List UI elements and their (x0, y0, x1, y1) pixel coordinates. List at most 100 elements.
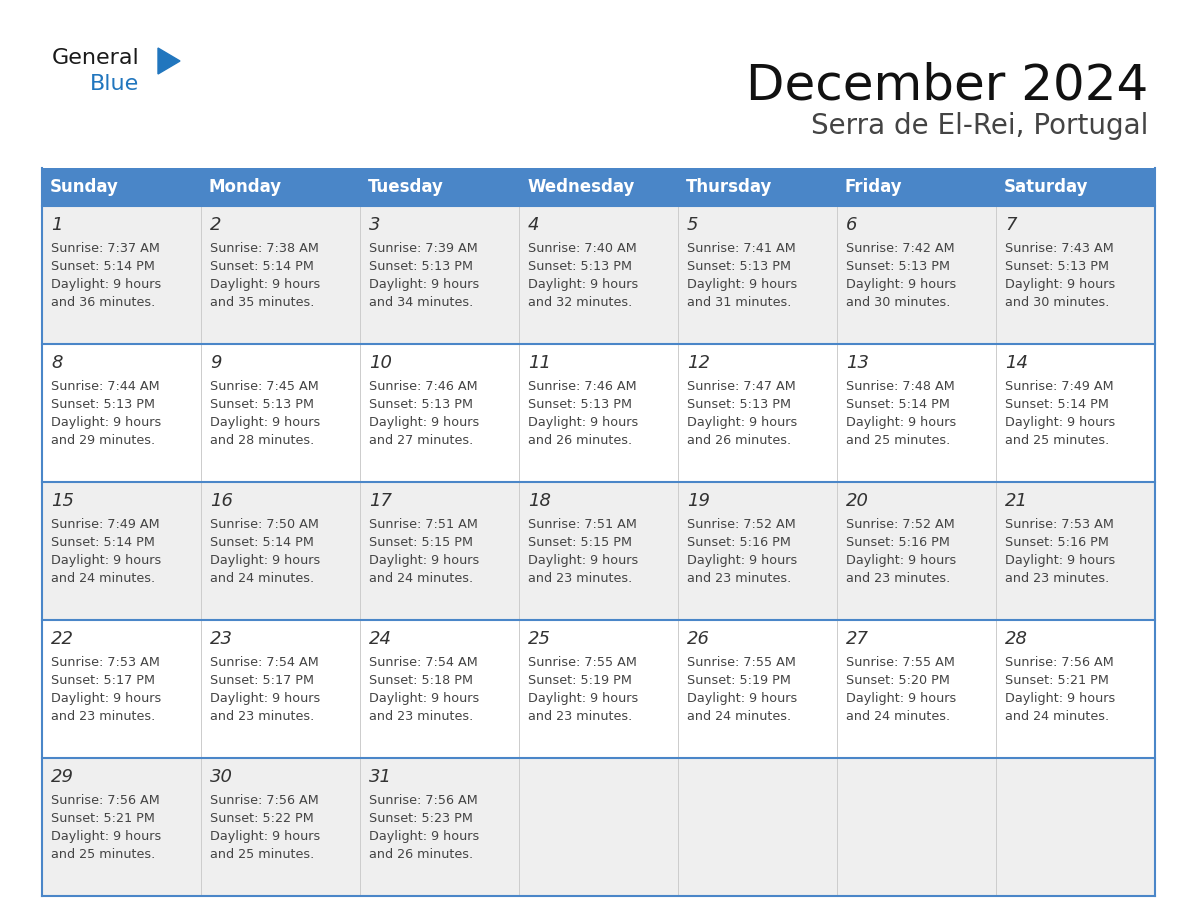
Text: Sunset: 5:17 PM: Sunset: 5:17 PM (210, 674, 314, 687)
Text: and 25 minutes.: and 25 minutes. (51, 848, 156, 861)
Text: 9: 9 (210, 354, 221, 372)
Text: and 26 minutes.: and 26 minutes. (687, 434, 791, 447)
Text: 23: 23 (210, 630, 233, 648)
Text: Sunset: 5:14 PM: Sunset: 5:14 PM (51, 260, 154, 273)
Text: 26: 26 (687, 630, 710, 648)
Text: Sunrise: 7:55 AM: Sunrise: 7:55 AM (527, 656, 637, 669)
Text: Sunset: 5:23 PM: Sunset: 5:23 PM (369, 812, 473, 825)
Text: Daylight: 9 hours: Daylight: 9 hours (846, 278, 956, 291)
Text: 11: 11 (527, 354, 551, 372)
Text: 16: 16 (210, 492, 233, 510)
Text: Sunrise: 7:55 AM: Sunrise: 7:55 AM (846, 656, 955, 669)
Text: Daylight: 9 hours: Daylight: 9 hours (1005, 554, 1116, 567)
Text: Saturday: Saturday (1004, 178, 1088, 196)
Text: Monday: Monday (209, 178, 282, 196)
Text: December 2024: December 2024 (746, 62, 1148, 110)
Text: Daylight: 9 hours: Daylight: 9 hours (51, 554, 162, 567)
Text: and 29 minutes.: and 29 minutes. (51, 434, 156, 447)
Text: and 25 minutes.: and 25 minutes. (210, 848, 315, 861)
Bar (42, 206, 1155, 344)
Text: Daylight: 9 hours: Daylight: 9 hours (51, 692, 162, 705)
Text: and 28 minutes.: and 28 minutes. (210, 434, 315, 447)
Text: 20: 20 (846, 492, 868, 510)
Text: Sunset: 5:14 PM: Sunset: 5:14 PM (51, 536, 154, 549)
Text: Sunrise: 7:46 AM: Sunrise: 7:46 AM (369, 380, 478, 393)
Text: Sunset: 5:15 PM: Sunset: 5:15 PM (369, 536, 473, 549)
Text: and 34 minutes.: and 34 minutes. (369, 296, 473, 309)
Text: Sunset: 5:21 PM: Sunset: 5:21 PM (51, 812, 154, 825)
Text: 10: 10 (369, 354, 392, 372)
Bar (42, 620, 1155, 758)
Text: 13: 13 (846, 354, 868, 372)
Text: Sunrise: 7:49 AM: Sunrise: 7:49 AM (51, 518, 159, 531)
Text: and 31 minutes.: and 31 minutes. (687, 296, 791, 309)
Polygon shape (158, 48, 181, 74)
Text: and 24 minutes.: and 24 minutes. (1005, 710, 1110, 723)
Text: Daylight: 9 hours: Daylight: 9 hours (51, 278, 162, 291)
Text: 27: 27 (846, 630, 868, 648)
Text: Daylight: 9 hours: Daylight: 9 hours (846, 416, 956, 429)
Text: Sunset: 5:16 PM: Sunset: 5:16 PM (687, 536, 791, 549)
Text: Daylight: 9 hours: Daylight: 9 hours (369, 692, 479, 705)
Text: Sunset: 5:18 PM: Sunset: 5:18 PM (369, 674, 473, 687)
Text: Daylight: 9 hours: Daylight: 9 hours (210, 830, 321, 843)
Text: Sunset: 5:13 PM: Sunset: 5:13 PM (369, 260, 473, 273)
Text: Sunrise: 7:38 AM: Sunrise: 7:38 AM (210, 242, 318, 255)
Text: and 23 minutes.: and 23 minutes. (210, 710, 315, 723)
Text: Sunrise: 7:56 AM: Sunrise: 7:56 AM (1005, 656, 1114, 669)
Text: and 26 minutes.: and 26 minutes. (527, 434, 632, 447)
Text: Daylight: 9 hours: Daylight: 9 hours (369, 278, 479, 291)
Text: Sunrise: 7:43 AM: Sunrise: 7:43 AM (1005, 242, 1114, 255)
Text: 21: 21 (1005, 492, 1028, 510)
Text: Sunrise: 7:50 AM: Sunrise: 7:50 AM (210, 518, 318, 531)
Text: Sunset: 5:16 PM: Sunset: 5:16 PM (1005, 536, 1108, 549)
Text: Sunset: 5:13 PM: Sunset: 5:13 PM (210, 398, 314, 411)
Text: Sunrise: 7:40 AM: Sunrise: 7:40 AM (527, 242, 637, 255)
Text: and 25 minutes.: and 25 minutes. (846, 434, 950, 447)
Text: Daylight: 9 hours: Daylight: 9 hours (210, 554, 321, 567)
Text: 25: 25 (527, 630, 551, 648)
Text: Sunset: 5:13 PM: Sunset: 5:13 PM (687, 260, 791, 273)
Text: and 25 minutes.: and 25 minutes. (1005, 434, 1110, 447)
Text: Daylight: 9 hours: Daylight: 9 hours (369, 416, 479, 429)
Text: 22: 22 (51, 630, 74, 648)
Text: Daylight: 9 hours: Daylight: 9 hours (1005, 416, 1116, 429)
Text: and 30 minutes.: and 30 minutes. (846, 296, 950, 309)
Text: and 24 minutes.: and 24 minutes. (210, 572, 314, 585)
Text: 1: 1 (51, 216, 63, 234)
Text: Sunrise: 7:42 AM: Sunrise: 7:42 AM (846, 242, 955, 255)
Text: Sunrise: 7:39 AM: Sunrise: 7:39 AM (369, 242, 478, 255)
Text: 12: 12 (687, 354, 710, 372)
Bar (42, 758, 1155, 896)
Text: 6: 6 (846, 216, 858, 234)
Text: Sunrise: 7:54 AM: Sunrise: 7:54 AM (210, 656, 318, 669)
Text: and 26 minutes.: and 26 minutes. (369, 848, 473, 861)
Text: Sunrise: 7:53 AM: Sunrise: 7:53 AM (1005, 518, 1114, 531)
Text: Sunset: 5:19 PM: Sunset: 5:19 PM (687, 674, 791, 687)
Text: General: General (52, 48, 140, 68)
Text: Sunset: 5:13 PM: Sunset: 5:13 PM (846, 260, 950, 273)
Text: Daylight: 9 hours: Daylight: 9 hours (527, 692, 638, 705)
Text: Daylight: 9 hours: Daylight: 9 hours (527, 416, 638, 429)
Text: Sunset: 5:14 PM: Sunset: 5:14 PM (846, 398, 950, 411)
Text: and 24 minutes.: and 24 minutes. (846, 710, 950, 723)
Text: 24: 24 (369, 630, 392, 648)
Text: Sunrise: 7:51 AM: Sunrise: 7:51 AM (527, 518, 637, 531)
Text: Sunrise: 7:51 AM: Sunrise: 7:51 AM (369, 518, 478, 531)
Text: 29: 29 (51, 768, 74, 786)
Text: Daylight: 9 hours: Daylight: 9 hours (210, 692, 321, 705)
Text: Sunset: 5:13 PM: Sunset: 5:13 PM (369, 398, 473, 411)
Text: 2: 2 (210, 216, 221, 234)
Text: Sunrise: 7:46 AM: Sunrise: 7:46 AM (527, 380, 637, 393)
Text: Sunrise: 7:56 AM: Sunrise: 7:56 AM (210, 794, 318, 807)
Text: Sunday: Sunday (50, 178, 119, 196)
Text: Sunrise: 7:37 AM: Sunrise: 7:37 AM (51, 242, 160, 255)
Text: Sunrise: 7:52 AM: Sunrise: 7:52 AM (687, 518, 796, 531)
Text: Sunrise: 7:55 AM: Sunrise: 7:55 AM (687, 656, 796, 669)
Text: and 23 minutes.: and 23 minutes. (687, 572, 791, 585)
Text: Sunrise: 7:52 AM: Sunrise: 7:52 AM (846, 518, 955, 531)
Text: Sunset: 5:16 PM: Sunset: 5:16 PM (846, 536, 950, 549)
Text: Sunset: 5:13 PM: Sunset: 5:13 PM (527, 260, 632, 273)
Text: Sunrise: 7:47 AM: Sunrise: 7:47 AM (687, 380, 796, 393)
Text: Daylight: 9 hours: Daylight: 9 hours (687, 416, 797, 429)
